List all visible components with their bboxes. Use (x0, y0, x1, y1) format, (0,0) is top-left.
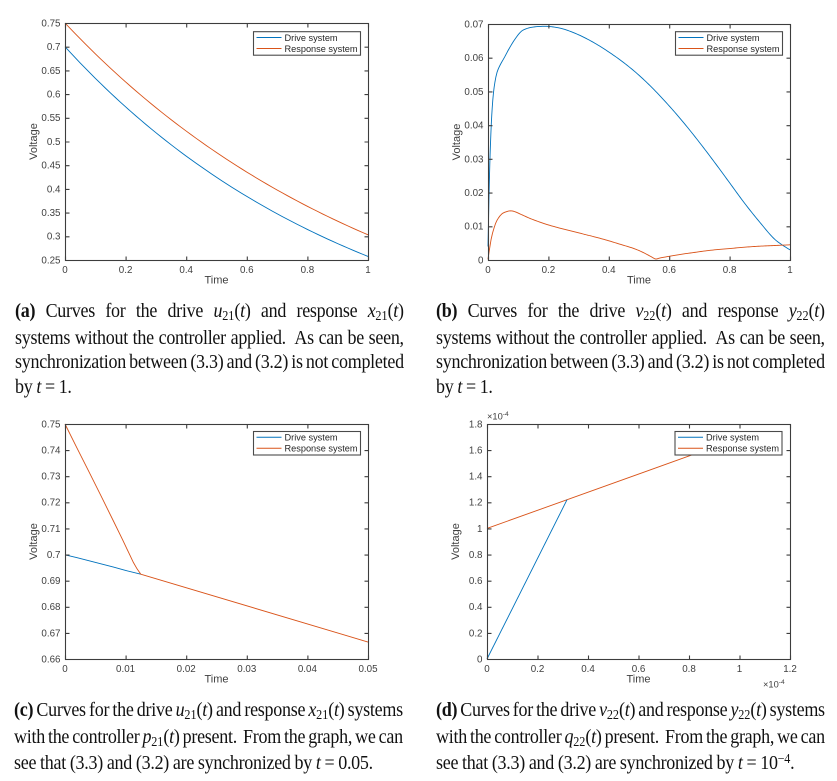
svg-text:Time: Time (204, 674, 228, 686)
svg-text:0.2: 0.2 (531, 664, 545, 675)
svg-text:0.6: 0.6 (469, 576, 483, 587)
svg-text:0.02: 0.02 (177, 664, 196, 675)
svg-text:Voltage: Voltage (450, 523, 462, 560)
svg-text:0.8: 0.8 (469, 550, 483, 561)
svg-text:0.02: 0.02 (464, 188, 483, 199)
svg-text:Drive system: Drive system (707, 33, 760, 43)
svg-text:Drive system: Drive system (706, 433, 759, 443)
svg-text:0.04: 0.04 (298, 664, 318, 675)
svg-text:0.67: 0.67 (41, 628, 60, 639)
svg-text:0.55: 0.55 (41, 113, 61, 124)
svg-text:0.2: 0.2 (469, 628, 483, 639)
svg-text:0.72: 0.72 (41, 498, 60, 509)
svg-text:1: 1 (737, 664, 742, 675)
svg-text:1: 1 (787, 265, 792, 276)
svg-text:1.8: 1.8 (469, 419, 483, 430)
svg-text:0.01: 0.01 (116, 664, 135, 675)
svg-text:×10-4: ×10-4 (487, 411, 509, 421)
svg-text:×10-4: ×10-4 (763, 679, 785, 689)
svg-text:1.4: 1.4 (469, 472, 483, 483)
svg-text:Voltage: Voltage (451, 124, 463, 161)
svg-text:Response system: Response system (285, 44, 358, 54)
svg-text:0.69: 0.69 (41, 576, 60, 587)
svg-text:Time: Time (626, 674, 650, 686)
svg-text:0.8: 0.8 (301, 265, 315, 276)
svg-text:Voltage: Voltage (28, 523, 40, 560)
svg-text:0.3: 0.3 (47, 232, 61, 243)
svg-text:0.35: 0.35 (41, 208, 61, 219)
svg-text:0: 0 (477, 654, 483, 665)
svg-text:0.06: 0.06 (464, 53, 484, 64)
svg-text:0: 0 (62, 664, 68, 675)
svg-text:0.8: 0.8 (723, 265, 737, 276)
svg-text:0.03: 0.03 (464, 154, 484, 165)
svg-text:1: 1 (365, 265, 370, 276)
svg-text:0.6: 0.6 (632, 664, 646, 675)
svg-text:0.2: 0.2 (119, 265, 133, 276)
svg-text:0.45: 0.45 (41, 161, 61, 172)
svg-text:0.75: 0.75 (41, 419, 61, 430)
svg-text:1.6: 1.6 (469, 446, 483, 457)
svg-text:0: 0 (484, 664, 490, 675)
svg-text:0.25: 0.25 (41, 255, 61, 266)
svg-text:Response system: Response system (707, 44, 780, 54)
svg-text:0.6: 0.6 (662, 265, 676, 276)
svg-text:0.74: 0.74 (41, 446, 61, 457)
svg-text:0.75: 0.75 (41, 18, 61, 29)
svg-text:Time: Time (627, 275, 651, 287)
svg-text:0.4: 0.4 (179, 265, 193, 276)
svg-text:0.66: 0.66 (41, 654, 61, 665)
svg-text:0.73: 0.73 (41, 472, 61, 483)
svg-text:Response system: Response system (706, 444, 779, 454)
svg-text:0: 0 (478, 255, 484, 266)
svg-text:0.7: 0.7 (47, 42, 61, 53)
svg-text:0: 0 (62, 265, 68, 276)
svg-text:0.04: 0.04 (464, 121, 484, 132)
svg-text:0.4: 0.4 (47, 184, 61, 195)
svg-text:0.65: 0.65 (41, 66, 61, 77)
svg-text:0.7: 0.7 (47, 550, 61, 561)
svg-text:0.4: 0.4 (602, 265, 616, 276)
svg-text:0.4: 0.4 (581, 664, 595, 675)
svg-text:1.2: 1.2 (783, 664, 797, 675)
svg-text:0.6: 0.6 (240, 265, 254, 276)
svg-text:Time: Time (204, 275, 228, 287)
svg-text:Voltage: Voltage (28, 123, 40, 160)
svg-text:0.01: 0.01 (464, 222, 483, 233)
svg-text:0.4: 0.4 (469, 602, 483, 613)
svg-text:Drive system: Drive system (285, 33, 338, 43)
svg-text:0.68: 0.68 (41, 602, 61, 613)
svg-text:0.05: 0.05 (358, 664, 378, 675)
svg-text:0: 0 (485, 265, 491, 276)
svg-text:0.05: 0.05 (464, 87, 484, 98)
svg-text:0.2: 0.2 (542, 265, 556, 276)
svg-text:Drive system: Drive system (285, 433, 338, 443)
svg-text:Response system: Response system (285, 444, 358, 454)
svg-text:0.71: 0.71 (41, 524, 60, 535)
svg-text:0.03: 0.03 (237, 664, 257, 675)
svg-text:1.2: 1.2 (469, 498, 483, 509)
svg-text:0.5: 0.5 (47, 137, 61, 148)
svg-text:0.6: 0.6 (47, 90, 61, 101)
svg-text:0.07: 0.07 (464, 19, 483, 30)
svg-text:1: 1 (477, 524, 482, 535)
svg-text:0.8: 0.8 (682, 664, 696, 675)
